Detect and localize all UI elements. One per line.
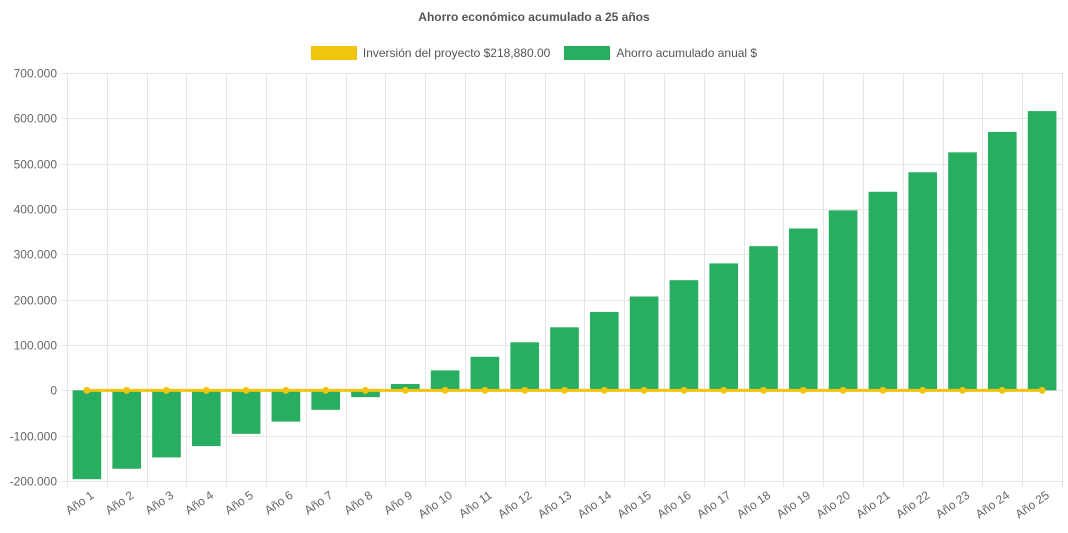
x-tick-label: Año 23 <box>933 488 972 521</box>
y-tick-label: 500.000 <box>14 158 58 172</box>
legend-label-ahorro: Ahorro acumulado anual $ <box>616 46 758 60</box>
x-tick-label: Año 17 <box>694 488 733 521</box>
line-point <box>282 386 290 394</box>
y-tick-label: 200.000 <box>14 294 58 308</box>
line-point <box>561 386 568 394</box>
x-tick-label: Año 6 <box>262 488 296 518</box>
x-tick-label: Año 4 <box>182 488 216 518</box>
line-point <box>640 386 648 394</box>
bar <box>430 370 460 391</box>
x-tick-label: Año 15 <box>615 488 654 521</box>
line-point <box>83 386 91 394</box>
bar <box>271 390 301 422</box>
legend-swatch-ahorro <box>564 46 611 60</box>
x-tick-label: Año 8 <box>342 488 376 518</box>
x-tick-label: Año 11 <box>456 488 495 521</box>
line-point <box>919 386 927 394</box>
line-point <box>163 386 170 394</box>
x-tick-label: Año 19 <box>774 488 813 521</box>
bar <box>987 131 1017 391</box>
y-tick-label: 400.000 <box>14 203 58 217</box>
y-tick-label: 700.000 <box>14 67 58 81</box>
bar <box>550 327 579 391</box>
y-tick-label: 600.000 <box>14 112 58 126</box>
bar <box>629 296 659 391</box>
legend-swatch-inversion <box>310 46 357 60</box>
bar <box>510 342 540 391</box>
bar <box>231 390 261 434</box>
x-tick-label: Año 18 <box>734 488 773 521</box>
line-point <box>481 386 489 394</box>
x-tick-label: Año 16 <box>654 488 693 521</box>
legend-item-inversion[interactable]: Inversión del proyecto $218,880.00 <box>310 46 551 60</box>
line-point <box>202 386 210 394</box>
y-tick-label: -200.000 <box>10 475 58 489</box>
line-point <box>760 386 767 394</box>
line-point <box>839 386 847 394</box>
line-point <box>521 386 529 394</box>
line-point <box>123 386 131 394</box>
bar <box>749 246 778 391</box>
bar <box>828 210 858 391</box>
x-tick-label: Año 7 <box>302 488 336 518</box>
bar <box>311 390 341 410</box>
x-tick-label: Año 5 <box>222 488 256 518</box>
x-tick-label: Año 3 <box>143 488 177 518</box>
line-point <box>600 386 608 394</box>
line-point <box>879 386 887 394</box>
x-tick-label: Año 22 <box>893 488 932 521</box>
line-point <box>401 386 409 394</box>
x-tick-label: Año 14 <box>575 488 614 521</box>
line-point <box>998 386 1006 394</box>
bar <box>72 390 102 480</box>
line-point <box>720 386 728 394</box>
x-tick-label: Año 13 <box>535 488 574 521</box>
legend: Inversión del proyecto $218,880.00 Ahorr… <box>0 46 1068 60</box>
x-tick-label: Año 10 <box>416 488 455 521</box>
bar <box>868 191 898 391</box>
line-point <box>1038 386 1046 394</box>
line-point <box>959 386 966 394</box>
legend-item-ahorro[interactable]: Ahorro acumulado anual $ <box>564 46 757 60</box>
x-tick-label: Año 20 <box>814 488 853 521</box>
line-point <box>242 386 250 394</box>
y-tick-label: -100.000 <box>10 430 58 444</box>
bar <box>788 228 818 391</box>
y-tick-label: 300.000 <box>14 248 58 262</box>
bar <box>1027 111 1057 391</box>
bar <box>112 390 142 469</box>
x-tick-label: Año 25 <box>1013 488 1052 521</box>
chart-title: Ahorro económico acumulado a 25 años <box>418 10 650 24</box>
x-tick-label: Año 2 <box>103 488 137 518</box>
bar <box>152 390 181 458</box>
line-point <box>362 386 369 394</box>
bar <box>470 356 500 391</box>
bar <box>709 263 739 391</box>
line-point <box>441 386 449 394</box>
legend-label-inversion: Inversión del proyecto $218,880.00 <box>362 46 551 60</box>
x-tick-label: Año 9 <box>381 488 415 518</box>
x-tick-label: Año 12 <box>495 488 534 521</box>
x-tick-label: Año 21 <box>853 488 892 521</box>
bar <box>908 172 938 391</box>
bar <box>191 390 221 447</box>
bar <box>669 280 699 391</box>
line-point <box>799 386 807 394</box>
line-point <box>322 386 330 394</box>
x-tick-label: Año 24 <box>973 488 1012 521</box>
y-tick-label: 0 <box>50 384 57 398</box>
bar <box>589 311 619 391</box>
y-tick-label: 100.000 <box>14 339 58 353</box>
bar <box>948 152 977 391</box>
x-tick-label: Año 1 <box>63 488 97 518</box>
line-point <box>680 386 688 394</box>
